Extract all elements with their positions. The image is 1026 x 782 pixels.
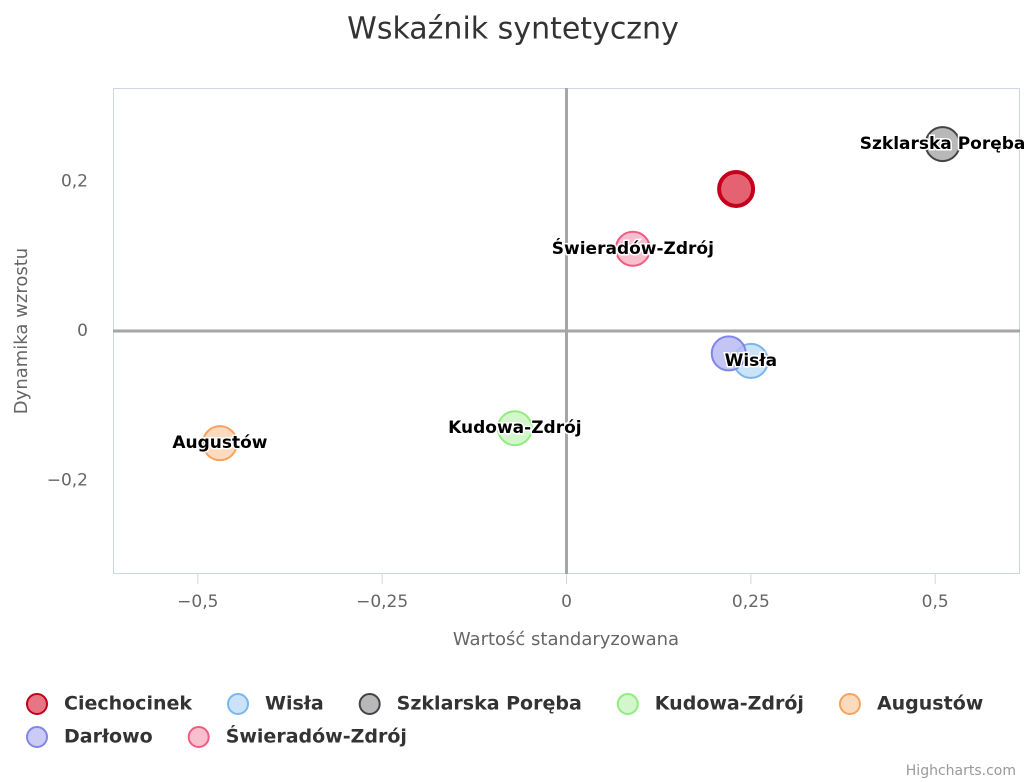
y-axis-title: Dynamika wzrostu: [11, 248, 32, 414]
bubble: [496, 410, 533, 447]
x-tick-label: 0,25: [732, 592, 770, 612]
legend-label: Darłowo: [64, 726, 153, 748]
bubble: [924, 126, 961, 163]
legend-label: Kudowa-Zdrój: [655, 693, 804, 715]
bubble: [717, 169, 756, 208]
y-tick-label: 0,2: [61, 171, 88, 191]
x-tick-label: −0,25: [356, 592, 408, 612]
legend-marker: [616, 693, 639, 715]
legend-marker: [838, 693, 861, 715]
legend-label: Augustów: [877, 693, 983, 715]
bubble: [710, 335, 747, 372]
legend-marker: [187, 726, 210, 748]
legend-marker: [358, 693, 381, 715]
bubble: [201, 425, 238, 462]
legend-label: Świeradów-Zdrój: [226, 724, 407, 748]
data-label: Kudowa-Zdrój: [448, 418, 581, 438]
x-axis-title: Wartość standaryzowana: [453, 629, 679, 650]
x-tick-label: −0,5: [177, 592, 218, 612]
legend-marker: [227, 693, 250, 715]
credits[interactable]: Highcharts.com: [906, 763, 1016, 779]
data-label: Wisła: [725, 351, 777, 371]
legend-marker: [26, 726, 48, 748]
legend-label: Ciechocinek: [64, 693, 192, 715]
legend-label: Szklarska Poręba: [397, 693, 582, 715]
chart-title: Wskaźnik syntetyczny: [347, 12, 679, 47]
x-tick-label: 0: [561, 592, 572, 612]
data-label: Augustów: [172, 433, 267, 453]
x-tick-label: 0,5: [922, 592, 949, 612]
data-label: Świeradów-Zdrój: [552, 237, 714, 259]
legend-marker: [26, 693, 48, 715]
y-tick-label: 0: [77, 321, 88, 341]
y-tick-label: −0,2: [47, 471, 88, 491]
data-label: Szklarska Poręba: [860, 134, 1026, 154]
bubble: [614, 230, 651, 267]
legend-label: Wisła: [265, 693, 324, 715]
